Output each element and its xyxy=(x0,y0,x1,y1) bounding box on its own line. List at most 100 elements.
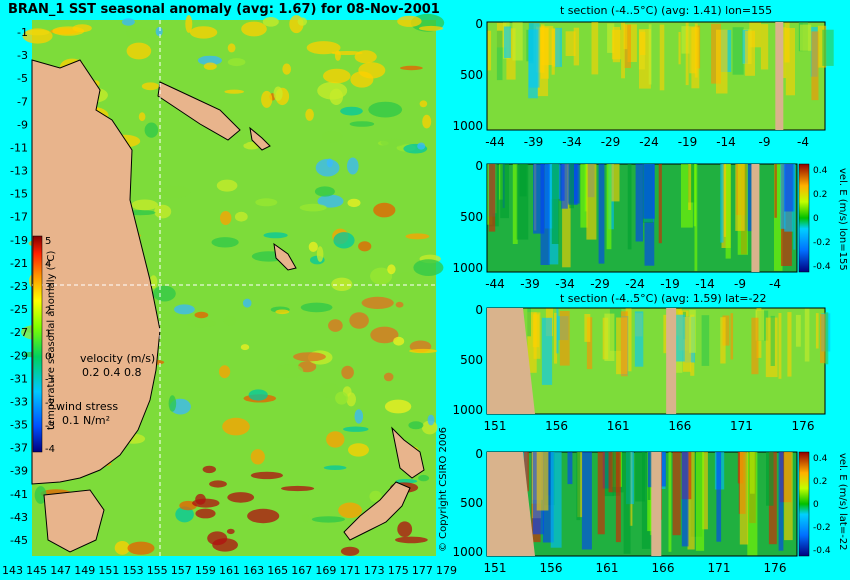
section-cell xyxy=(604,313,615,361)
section-cell xyxy=(804,308,810,362)
section-land xyxy=(775,22,784,130)
section-cell xyxy=(658,164,662,244)
sst-colorbar-tick: 0 xyxy=(45,352,51,363)
velocity-legend-label: velocity (m/s) xyxy=(80,352,156,365)
sst-colorbar-tick: -2 xyxy=(45,398,55,409)
sst-patch xyxy=(338,502,362,519)
section-x-tick: -14 xyxy=(716,135,736,149)
sst-patch xyxy=(126,26,152,40)
velocity-colorbar xyxy=(798,451,810,557)
section-cell xyxy=(512,22,523,61)
sst-patch xyxy=(131,199,158,211)
map-x-tick: 159 xyxy=(195,564,216,577)
sst-patch xyxy=(395,536,428,544)
section-x-tick: 171 xyxy=(708,561,731,575)
map-y-tick: -39 xyxy=(10,465,28,478)
map-y-tick: -37 xyxy=(10,442,28,455)
sst-patch xyxy=(409,348,438,354)
sst-patch xyxy=(261,90,273,108)
sst-patch xyxy=(413,259,444,276)
section-x-tick: -44 xyxy=(485,277,505,291)
sst-patch xyxy=(329,88,343,106)
section-x-tick: -24 xyxy=(625,277,645,291)
section-cell xyxy=(512,164,518,244)
section-cell xyxy=(785,28,795,96)
sst-patch xyxy=(250,449,265,465)
section-cell xyxy=(573,27,580,66)
section-cell xyxy=(540,164,550,265)
sst-patch xyxy=(155,26,163,37)
sst-patch xyxy=(242,298,252,308)
section-cell xyxy=(527,312,537,373)
sst-patch xyxy=(300,302,333,313)
velocity-colorbar-tick: -0.2 xyxy=(813,523,831,533)
section-cell xyxy=(735,164,745,231)
section-cell xyxy=(676,314,685,362)
map-title: BRAN_1 SST seasonal anomaly (avg: 1.67) … xyxy=(8,2,440,17)
new-guinea-land xyxy=(157,81,241,141)
sst-patch xyxy=(305,108,314,121)
sst-patch xyxy=(341,365,354,380)
section-x-tick: -39 xyxy=(524,135,544,149)
sst-patch xyxy=(340,106,363,116)
section-cell xyxy=(681,452,689,547)
sst-patch xyxy=(263,232,288,239)
map-x-ticks: 143 145 147 149 151 153 155 157 159 161 163 165 167 1… xyxy=(2,564,457,577)
map-x-tick: 171 xyxy=(340,564,361,577)
section-cell xyxy=(720,317,726,364)
section-cell xyxy=(569,164,574,209)
section-x-tick: -9 xyxy=(734,277,746,291)
section-y-tick: 1000 xyxy=(452,545,483,559)
section-cell xyxy=(625,308,632,372)
sst-patch xyxy=(212,538,239,552)
section-y-tick: 500 xyxy=(460,496,483,510)
sst-patch xyxy=(397,521,413,537)
sst-patch xyxy=(349,312,369,329)
new-zealand-south-land xyxy=(343,481,411,541)
section-cell xyxy=(647,452,654,488)
sst-patch xyxy=(52,26,85,36)
section-cell xyxy=(580,164,588,228)
solomon-islands-land xyxy=(249,126,271,151)
section-cell xyxy=(688,164,692,210)
map-y-tick: -7 xyxy=(17,95,28,108)
section-x-tick: 151 xyxy=(484,561,507,575)
section-cell xyxy=(770,315,775,366)
wind-legend-label: wind stress xyxy=(56,400,119,413)
section-x-tick: -24 xyxy=(639,135,659,149)
sst-colorbar-tick: -3 xyxy=(45,421,55,432)
section-x-tick: 156 xyxy=(545,419,568,433)
section-panel-1: 0 500 1000-44 -39 -34 -29 -24 -19 -14 -9 -4 0.4 0.2 0… xyxy=(452,159,830,291)
sst-patch xyxy=(328,319,343,332)
sst-patch xyxy=(373,202,396,218)
section-y-tick: 500 xyxy=(460,353,483,367)
sst-patch xyxy=(203,62,217,70)
section-x-tick: -9 xyxy=(759,135,771,149)
section-cell xyxy=(561,164,568,209)
sst-patch xyxy=(236,135,249,145)
section-cell xyxy=(536,26,545,73)
map-y-tick: -43 xyxy=(10,511,28,524)
sst-patch xyxy=(174,304,195,315)
wind-legend-value: 0.1 N/m² xyxy=(62,414,111,427)
section-cell xyxy=(635,164,643,242)
section-cell xyxy=(586,317,593,370)
sst-colorbar-tick: 5 xyxy=(45,236,51,247)
map-y-tick: -23 xyxy=(10,280,28,293)
section-cell xyxy=(487,30,492,71)
sst-patch xyxy=(197,55,222,66)
section-cell xyxy=(648,24,652,85)
velocity-legend-scale: 0.2 0.4 0.8 xyxy=(82,366,142,379)
sst-patch xyxy=(220,211,232,225)
sst-patch xyxy=(186,319,216,328)
section-cell xyxy=(774,164,783,271)
sst-patch xyxy=(224,89,244,94)
sst-patch xyxy=(226,528,235,535)
sst-colorbar-tick: 4 xyxy=(45,259,51,270)
section-x-tick: -4 xyxy=(769,277,781,291)
sst-patch xyxy=(153,285,176,302)
section-land xyxy=(751,164,760,272)
sst-patch xyxy=(323,465,347,471)
section-cell xyxy=(766,452,774,506)
sst-patch xyxy=(227,58,246,67)
